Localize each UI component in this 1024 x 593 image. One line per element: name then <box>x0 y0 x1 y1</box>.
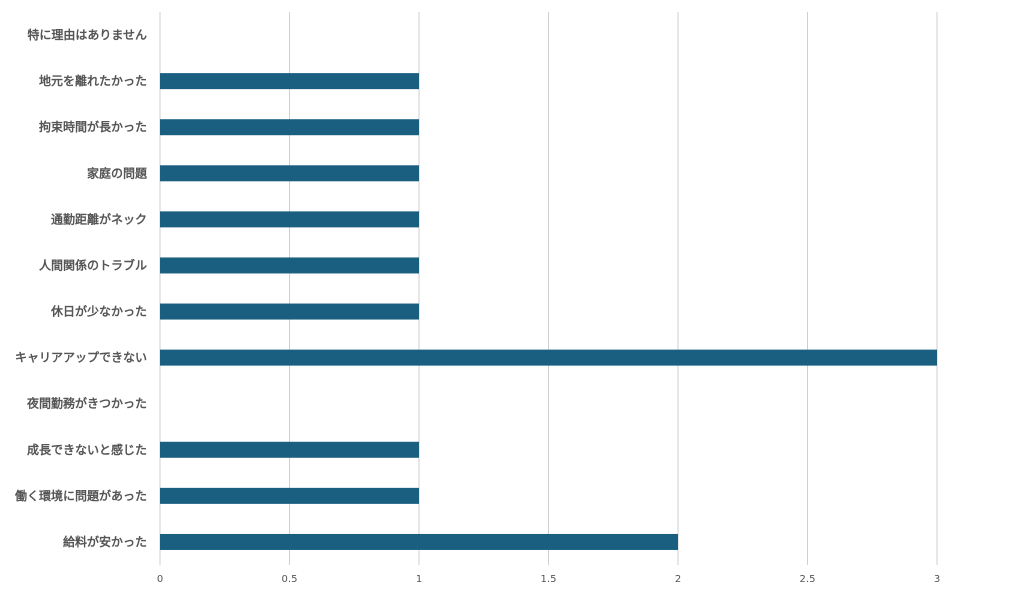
category-label: 特に理由はありません <box>27 27 147 42</box>
bar <box>160 119 419 136</box>
bar <box>160 487 419 504</box>
category-label: 地元を離れたかった <box>39 73 147 88</box>
category-labels: 特に理由はありません地元を離れたかった拘束時間が長かった家庭の問題通勤距離がネッ… <box>14 27 148 549</box>
category-label: 休日が少なかった <box>50 304 147 319</box>
bar <box>160 441 419 458</box>
category-label: 拘束時間が長かった <box>39 119 147 134</box>
x-tick-label: 1 <box>416 574 422 585</box>
category-label: 成長できないと感じた <box>27 442 147 457</box>
bar <box>160 257 419 274</box>
x-tick-label: 3 <box>934 574 940 585</box>
bar <box>160 303 419 320</box>
category-label: 夜間勤務がきつかった <box>26 396 147 411</box>
x-tick-label: 2 <box>675 574 681 585</box>
bar <box>160 211 419 228</box>
category-label: 家庭の問題 <box>87 165 148 180</box>
x-tick-label: 2.5 <box>800 574 816 585</box>
bar <box>160 533 678 550</box>
category-label: 給料が安かった <box>63 534 147 549</box>
x-axis-tick-labels: 0 0.5 1 1.5 2 2.5 3 <box>157 574 940 585</box>
category-label: キャリアアップできない <box>15 350 147 365</box>
category-label: 働く環境に問題があった <box>14 488 147 503</box>
x-tick-label: 1.5 <box>541 574 557 585</box>
gridlines <box>159 12 938 565</box>
x-tick-label: 0 <box>157 574 163 585</box>
category-label: 通勤距離がネック <box>51 211 147 226</box>
bar <box>160 349 937 366</box>
bar <box>160 165 419 182</box>
category-label: 人間関係のトラブル <box>39 257 147 272</box>
bars <box>160 73 937 550</box>
bar <box>160 73 419 90</box>
x-tick-label: 0.5 <box>282 574 298 585</box>
